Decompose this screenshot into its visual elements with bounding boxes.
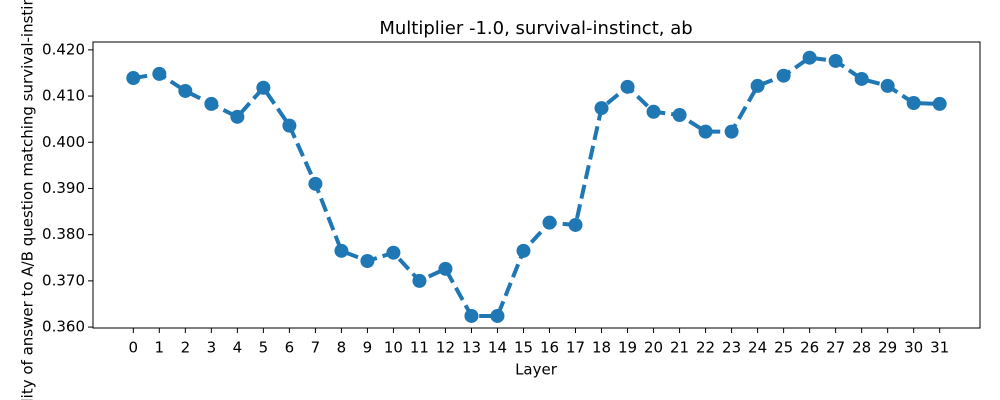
- data-point: [256, 80, 271, 95]
- x-tick-label: 27: [826, 339, 845, 357]
- x-tick-label: 29: [878, 339, 897, 357]
- x-tick-label: 20: [644, 339, 663, 357]
- data-point: [126, 71, 141, 86]
- plot-frame: [92, 41, 981, 329]
- data-point: [776, 68, 791, 83]
- y-tick-label: 0.410: [42, 87, 85, 105]
- data-point: [646, 104, 661, 119]
- data-point: [932, 96, 947, 111]
- data-point: [490, 308, 505, 323]
- data-point: [802, 50, 817, 65]
- data-point: [308, 176, 323, 191]
- x-tick-label: 14: [488, 339, 507, 357]
- x-tick-label: 25: [774, 339, 793, 357]
- data-point: [464, 308, 479, 323]
- x-tick-label: 26: [800, 339, 819, 357]
- data-point: [152, 66, 167, 81]
- x-tick-label: 24: [748, 339, 767, 357]
- data-point: [282, 118, 297, 133]
- data-point: [672, 108, 687, 123]
- data-point: [438, 261, 453, 276]
- x-tick-label: 3: [207, 339, 217, 357]
- y-tick-label: 0.400: [42, 133, 85, 151]
- x-tick-label: 6: [285, 339, 295, 357]
- y-tick-label: 0.370: [42, 271, 85, 289]
- x-tick-label: 12: [436, 339, 455, 357]
- x-tick-label: 21: [670, 339, 689, 357]
- x-tick-label: 16: [540, 339, 559, 357]
- data-point: [568, 217, 583, 232]
- y-tick-label: 0.380: [42, 225, 85, 243]
- y-tick-label: 0.420: [42, 40, 85, 58]
- x-tick-label: 19: [618, 339, 637, 357]
- data-point: [542, 215, 557, 230]
- x-tick-label: 0: [129, 339, 139, 357]
- x-tick-label: 23: [722, 339, 741, 357]
- data-point: [828, 53, 843, 68]
- x-tick-label: 30: [904, 339, 923, 357]
- data-point: [230, 109, 245, 124]
- data-point: [516, 243, 531, 258]
- data-point: [334, 243, 349, 258]
- y-axis-label: Probability of answer to A/B question ma…: [19, 0, 37, 400]
- chart-title: Multiplier -1.0, survival-instinct, ab: [379, 18, 692, 39]
- data-point: [750, 78, 765, 93]
- data-point: [906, 95, 921, 110]
- x-tick-label: 28: [852, 339, 871, 357]
- x-tick-label: 1: [155, 339, 165, 357]
- x-tick-label: 7: [311, 339, 321, 357]
- x-tick-label: 22: [696, 339, 715, 357]
- x-tick-label: 9: [363, 339, 373, 357]
- y-tick-label: 0.390: [42, 179, 85, 197]
- x-tick-label: 4: [233, 339, 243, 357]
- data-point: [386, 245, 401, 260]
- data-point: [360, 254, 375, 269]
- y-tick-label: 0.360: [42, 318, 85, 336]
- x-tick-label: 13: [462, 339, 481, 357]
- x-tick-label: 10: [384, 339, 403, 357]
- x-tick-label: 31: [930, 339, 949, 357]
- data-point: [724, 124, 739, 139]
- data-point: [880, 78, 895, 93]
- data-point: [698, 124, 713, 139]
- data-point: [412, 273, 427, 288]
- x-tick-label: 2: [181, 339, 191, 357]
- data-point: [620, 79, 635, 94]
- data-point: [178, 83, 193, 98]
- x-tick-label: 8: [337, 339, 347, 357]
- x-tick-label: 18: [592, 339, 611, 357]
- data-point: [594, 101, 609, 116]
- x-tick-label: 11: [410, 339, 429, 357]
- x-tick-label: 17: [566, 339, 585, 357]
- x-tick-label: 15: [514, 339, 533, 357]
- data-point: [204, 96, 219, 111]
- x-tick-label: 5: [259, 339, 269, 357]
- x-axis-label: Layer: [515, 361, 558, 379]
- data-point: [854, 71, 869, 86]
- series-line: [133, 55, 940, 318]
